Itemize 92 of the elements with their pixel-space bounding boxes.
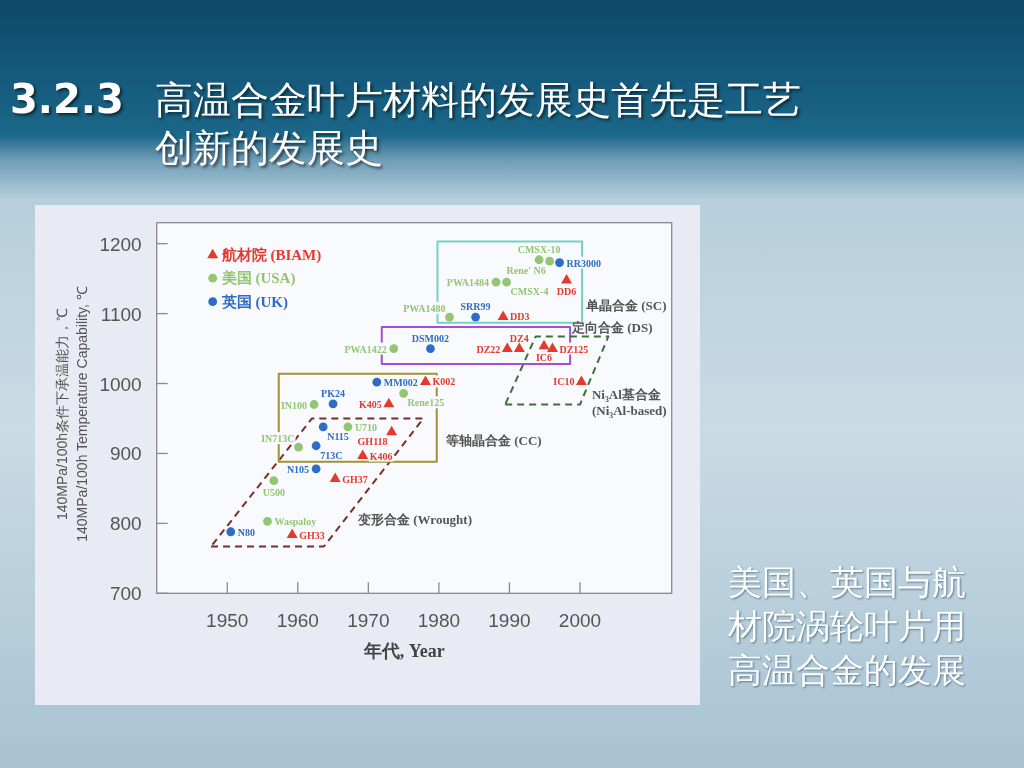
annotation: PWA1480 xyxy=(403,303,446,315)
point xyxy=(546,342,558,353)
y-tick-label: 1000 xyxy=(99,373,142,395)
legend-label: 英国 (UK) xyxy=(220,293,288,311)
annotation: 等轴晶合金 (CC) xyxy=(444,433,542,449)
annotation: DZ22 xyxy=(476,343,501,355)
point xyxy=(357,449,369,460)
point xyxy=(383,397,395,408)
annotation: GH37 xyxy=(342,473,368,485)
annotation: IN713C xyxy=(261,433,295,445)
point xyxy=(426,344,435,353)
legend-label: 航材院 (BIAM) xyxy=(220,245,322,264)
annotation: N105 xyxy=(286,463,310,475)
annotation: CMSX-10 xyxy=(517,243,561,255)
annotation: 定向合金 (DS) xyxy=(571,319,653,335)
annotation: IC10 xyxy=(553,376,575,388)
point xyxy=(471,312,480,322)
point xyxy=(538,339,550,350)
annotation: MM002 xyxy=(383,377,418,389)
point xyxy=(318,422,328,432)
point xyxy=(501,342,513,353)
chart-title: 3.2.3 高温合金叶片材料的发展史首先是工艺创新的发展史 xyxy=(10,75,802,172)
annotation: U500 xyxy=(262,486,285,498)
annotation: 单晶合金 (SC) xyxy=(585,298,667,314)
annotation: Rene125 xyxy=(407,397,445,409)
point xyxy=(389,344,399,353)
annotation: Waspaloy xyxy=(274,516,317,528)
point xyxy=(226,527,236,537)
x-tick-label: 1960 xyxy=(276,610,319,632)
annotation: RR3000 xyxy=(566,257,601,269)
point xyxy=(491,277,501,287)
annotation: IN100 xyxy=(280,399,308,411)
point xyxy=(561,274,573,284)
annotation: DZ4 xyxy=(509,332,529,344)
point xyxy=(555,258,564,267)
y-tick-label: 1100 xyxy=(100,303,142,325)
x-axis-title: 年代, Year xyxy=(362,641,445,662)
x-tick-label: 1970 xyxy=(347,610,390,632)
point xyxy=(534,255,544,265)
y-tick-label: 900 xyxy=(110,443,142,465)
point xyxy=(263,516,272,526)
point xyxy=(445,312,454,322)
point xyxy=(545,256,555,266)
annotation: GH33 xyxy=(299,529,325,541)
annotation: PWA1484 xyxy=(446,277,490,289)
x-tick-label: 1950 xyxy=(206,610,249,632)
point xyxy=(311,464,321,474)
annotation: DD6 xyxy=(556,286,577,298)
point xyxy=(419,375,431,385)
annotation: PWA1422 xyxy=(344,343,387,355)
annotation: PK24 xyxy=(321,387,346,399)
annotation: K406 xyxy=(369,450,393,462)
y-tick-label: 800 xyxy=(110,513,142,535)
annotation: CMSX-4 xyxy=(510,286,549,298)
annotation: U710 xyxy=(354,421,378,433)
point xyxy=(309,400,319,409)
annotation: DZ125 xyxy=(559,343,589,355)
point xyxy=(286,528,298,539)
annotation: GH118 xyxy=(357,435,388,447)
x-tick-label: 2000 xyxy=(558,610,602,632)
point xyxy=(386,425,398,436)
point xyxy=(513,342,525,353)
point xyxy=(497,310,509,320)
annotation: 713C xyxy=(320,449,343,461)
point xyxy=(343,422,353,432)
point xyxy=(372,377,382,387)
y-tick-label: 700 xyxy=(110,583,142,605)
annotation: Rene' N6 xyxy=(506,265,546,277)
x-tick-label: 1980 xyxy=(417,610,461,632)
x-tick-label: 1990 xyxy=(488,610,531,632)
annotation: 变形合金 (Wrought) xyxy=(357,512,473,528)
point xyxy=(329,472,341,483)
point xyxy=(399,388,409,398)
annotation: N80 xyxy=(237,526,256,538)
point xyxy=(575,375,587,385)
point xyxy=(269,476,279,486)
point xyxy=(328,399,338,409)
annotation: K002 xyxy=(432,376,456,388)
annotation: IC6 xyxy=(535,351,553,363)
annotation: Ni₃Al基合金 (Ni₃Al-based) xyxy=(591,386,667,418)
y-tick-label: 1200 xyxy=(99,233,142,255)
annotation: SRR99 xyxy=(460,301,491,313)
point xyxy=(294,442,303,452)
annotation: K405 xyxy=(359,398,382,410)
point xyxy=(502,277,512,287)
point xyxy=(311,441,321,451)
annotation: DD3 xyxy=(510,311,530,323)
annotation: N115 xyxy=(327,430,349,442)
annotation: DSM002 xyxy=(411,332,450,344)
text: 美国、英国与航材院涡轮叶片用高温合金的发展 xyxy=(728,561,967,692)
y-axis-title: 140MPa/100h条件下承温能力，℃ 140MPa/100h Temperature Capability, ℃ xyxy=(54,286,90,542)
legend-label: 美国 (USA) xyxy=(220,269,296,288)
